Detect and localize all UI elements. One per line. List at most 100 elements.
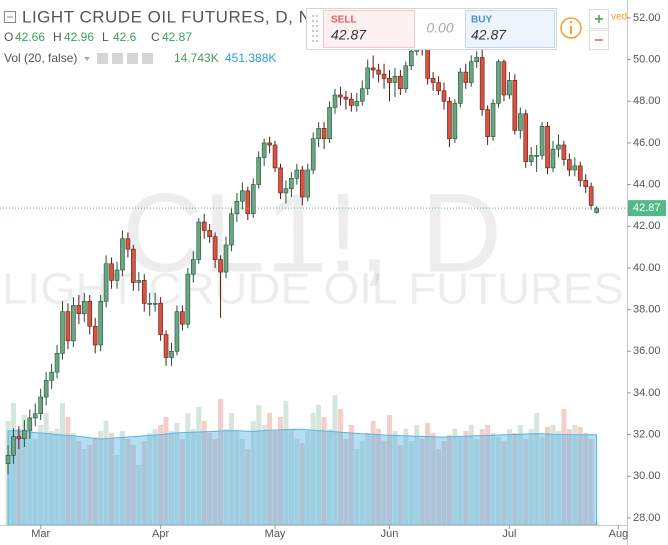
y-tick-label: 34.00 [633, 387, 661, 399]
volume-bar [501, 441, 507, 525]
study-settings-button[interactable] [112, 53, 123, 64]
y-tick-label: 48.00 [633, 95, 661, 107]
candle-body [447, 100, 452, 140]
y-tick-label: 36.00 [633, 345, 661, 357]
candle-body [169, 350, 174, 358]
volume-bar [283, 401, 289, 525]
volume-bar [387, 415, 392, 525]
candle-body [316, 128, 321, 140]
symbol-title: LIGHT CRUDE OIL FUTURES, D, NY [22, 7, 323, 26]
drag-handle[interactable] [312, 15, 318, 42]
volume-bar [365, 433, 371, 525]
volume-bar [294, 439, 300, 525]
candle-body [349, 98, 354, 106]
volume-bar [239, 439, 245, 525]
candle-body [430, 78, 436, 83]
candle-body [490, 103, 496, 137]
volume-bar [419, 439, 425, 525]
candle-body [517, 113, 523, 131]
volume-bar [550, 425, 556, 525]
y-tick-label: 46.00 [633, 137, 661, 149]
candle-body [441, 90, 447, 102]
candle-body [245, 190, 251, 215]
volume-bar [316, 405, 322, 525]
candle-body [370, 67, 376, 71]
volume-bar [572, 425, 578, 525]
candle-body [11, 436, 16, 456]
volume-bar [376, 429, 382, 525]
candle-body [583, 180, 589, 187]
x-tick-label: May [265, 528, 286, 540]
candle-body [425, 46, 430, 79]
candle-body [278, 167, 283, 194]
candle-body [240, 190, 245, 202]
volume-bar [76, 441, 82, 525]
candle-body [594, 207, 599, 213]
candle-body [376, 69, 381, 75]
volume-bar [506, 429, 512, 525]
volume-bar [463, 431, 469, 525]
volume-pane [5, 395, 600, 526]
candle-body [65, 311, 71, 342]
volume-bar [43, 413, 49, 525]
study-menu-arrow[interactable] [84, 57, 90, 61]
volume-bar [169, 431, 174, 525]
candle-body [87, 300, 93, 327]
volume-bar [92, 437, 98, 525]
candle-body [223, 244, 229, 273]
trade-widget: SELL 42.87 0.00 BUY 42.87 ved [306, 8, 627, 50]
volume-bar [441, 441, 447, 525]
candle-body [359, 88, 365, 102]
study-eye-button[interactable] [97, 53, 108, 64]
candle-body [299, 169, 305, 198]
volume-bar [207, 433, 213, 525]
candle-body [229, 213, 234, 246]
candle-body [250, 184, 256, 215]
watermark-ticker: CL1!, D [122, 171, 502, 296]
volume-bar [288, 429, 294, 525]
volume-bar [321, 417, 327, 525]
x-tick-label: Apr [152, 528, 169, 540]
volume-bar [343, 439, 349, 525]
candle-body [392, 75, 398, 83]
volume-bar [267, 413, 273, 525]
volume-bar [545, 427, 551, 525]
watermark-name: LIGHT CRUDE OIL FUTURES [2, 265, 624, 314]
candle-body [49, 371, 54, 381]
candle-body [103, 263, 109, 302]
candle-body [387, 78, 392, 83]
candle-body [556, 144, 561, 150]
volume-bar [245, 449, 251, 525]
volume-bar [392, 431, 398, 525]
candle-body [272, 144, 278, 169]
y-tick-label: 44.00 [633, 178, 661, 190]
volume-bar [479, 429, 485, 525]
candle-body [534, 155, 539, 157]
candle-body [22, 430, 27, 440]
buy-button[interactable] [465, 10, 555, 48]
volume-bar [234, 431, 240, 525]
candle-body [54, 353, 60, 373]
candle-body [523, 113, 529, 162]
volume-bar [212, 439, 218, 525]
ohlc-label: L [102, 30, 109, 44]
ohlc-row: O 42.66 H 42.96 L 42.6 C 42.87 [4, 30, 192, 44]
volume-bar [174, 423, 180, 525]
study-remove-button[interactable] [142, 53, 153, 64]
candle-body [577, 165, 583, 181]
ohlc-label: C [151, 30, 160, 44]
sell-button[interactable] [323, 10, 415, 48]
study-add-button[interactable] [127, 53, 138, 64]
volume-bar [397, 445, 403, 525]
volume-bar [561, 409, 567, 525]
volume-bar [539, 437, 545, 525]
collapse-icon[interactable] [4, 11, 16, 23]
candle-body [321, 128, 327, 140]
ohlc-value: 42.66 [15, 30, 45, 44]
candle-body [567, 159, 572, 171]
legend: LIGHT CRUDE OIL FUTURES, D, NY O 42.66 H 42… [4, 7, 323, 65]
candle-body [545, 125, 550, 169]
volume-ma-area [7, 428, 598, 526]
